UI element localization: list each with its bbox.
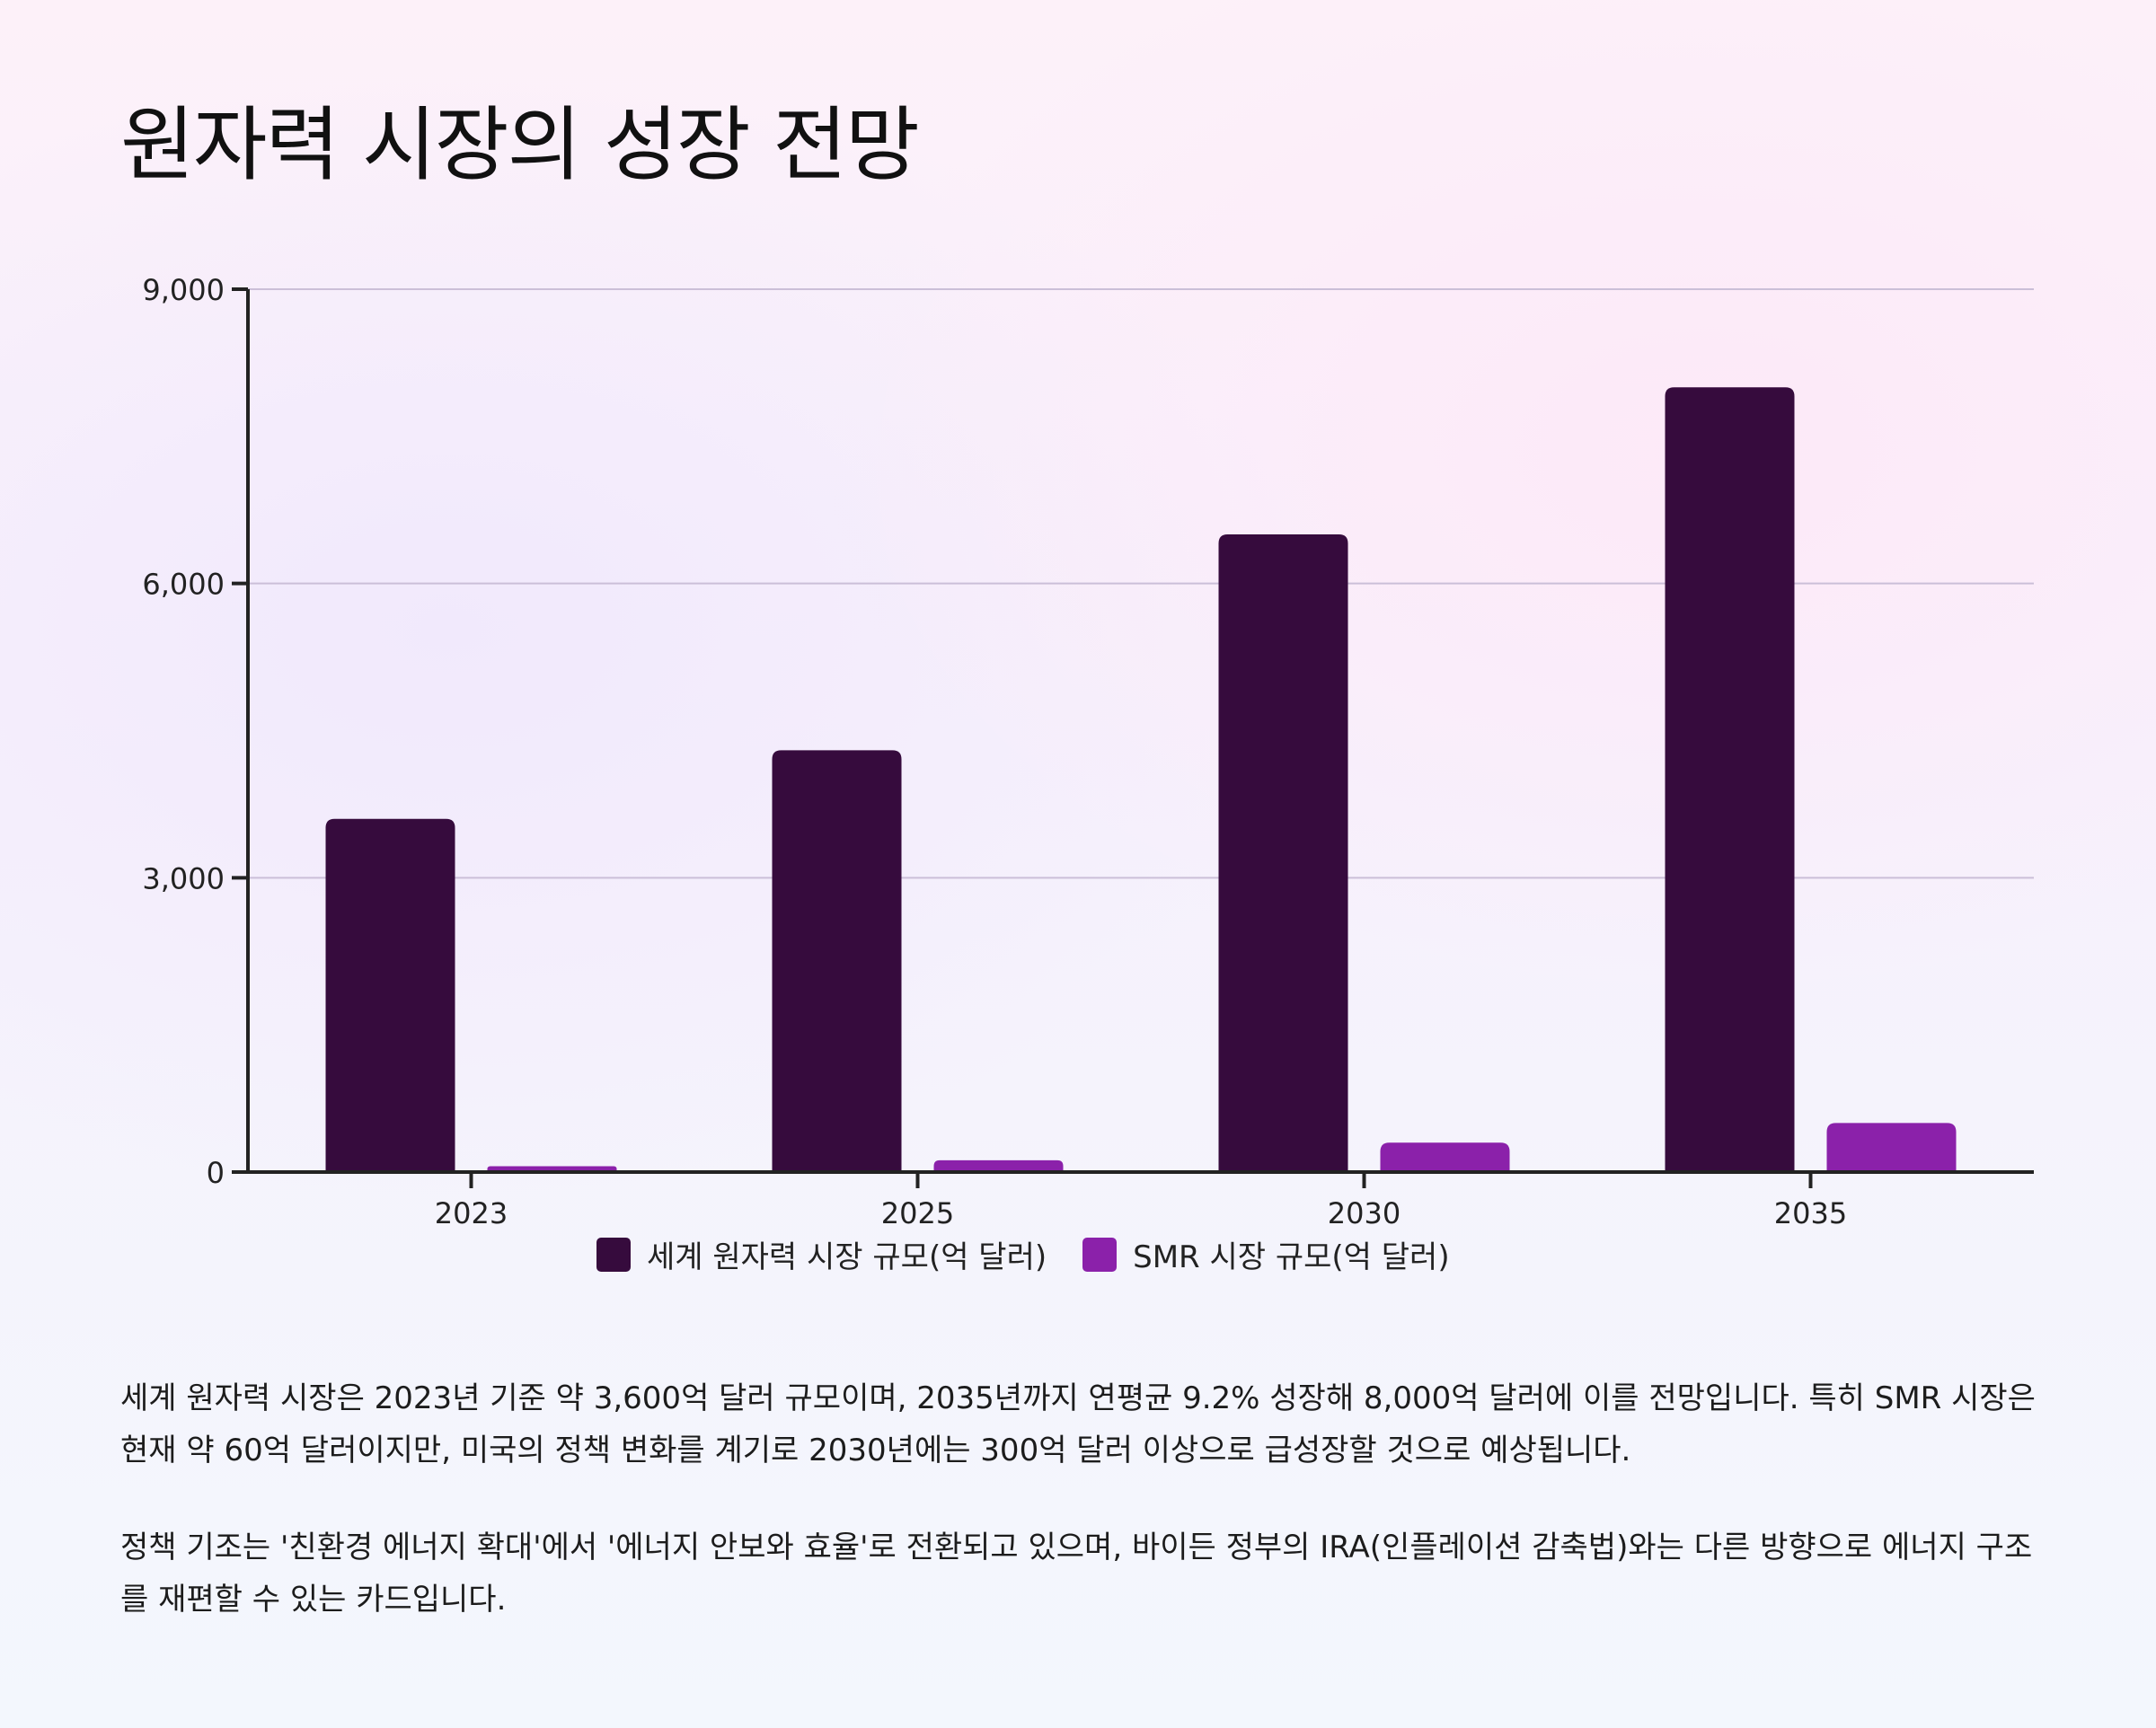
legend-item-smr-market: SMR 시장 규모(억 달러) (1082, 1232, 1450, 1276)
bar-smr-market-2030 (1380, 1142, 1510, 1172)
bar-world-market-2030 (1218, 534, 1348, 1172)
x-tick-label: 2023 (435, 1196, 508, 1230)
bars (325, 387, 1957, 1172)
description-paragraph-2: 정책 기조는 '친환경 에너지 확대'에서 '에너지 안보와 효율'로 전환되고… (120, 1530, 2033, 1618)
bar-smr-market-2035 (1826, 1123, 1957, 1172)
y-tick-label: 6,000 (142, 568, 225, 602)
legend-label-world-market: 세계 원자력 시장 규모(억 달러) (647, 1239, 1047, 1275)
bar-smr-market-2025 (933, 1159, 1064, 1172)
x-tick-label: 2025 (881, 1196, 954, 1230)
x-tick-label: 2030 (1328, 1196, 1401, 1230)
description: 세계 원자력 시장은 2023년 기준 약 3,600억 달러 규모이며, 20… (120, 1372, 2043, 1671)
chart-title: 원자력 시장의 성장 전망 (120, 98, 920, 192)
legend-swatch-world-market (596, 1237, 631, 1272)
description-paragraph-1: 세계 원자력 시장은 2023년 기준 약 3,600억 달러 규모이며, 20… (120, 1380, 2036, 1468)
axes: 0 3,000 6,000 9,000 2023 2025 2030 2035 (142, 273, 2034, 1230)
x-tick-label: 2035 (1774, 1196, 1847, 1230)
bar-world-market-2023 (325, 818, 455, 1172)
y-tick-label: 0 (207, 1156, 225, 1190)
legend-swatch-smr-market (1082, 1237, 1118, 1272)
bar-chart: 0 3,000 6,000 9,000 2023 2025 2030 2035 (142, 273, 2034, 1230)
legend-item-world-market: 세계 원자력 시장 규모(억 달러) (596, 1232, 1047, 1276)
y-tick-label: 3,000 (142, 861, 225, 895)
bar-world-market-2025 (772, 750, 902, 1172)
y-tick-label: 9,000 (142, 273, 225, 307)
legend-label-smr-market: SMR 시장 규모(억 달러) (1133, 1239, 1450, 1275)
bar-world-market-2035 (1665, 387, 1795, 1172)
chart-legend: 세계 원자력 시장 규모(억 달러) SMR 시장 규모(억 달러) (596, 1232, 1486, 1276)
